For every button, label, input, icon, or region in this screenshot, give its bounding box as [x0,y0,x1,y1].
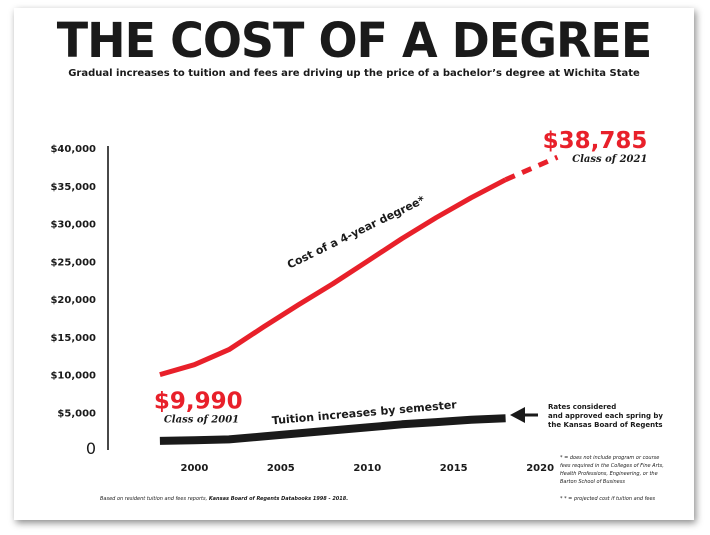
arrow-note-line-2: and approved each spring by [548,412,663,420]
arrow-note-line-1: Rates considered [548,403,616,411]
footnote-1-line-1: * = does not include program or course [560,455,659,461]
y-tick-label: $30,000 [50,220,96,231]
x-tick-labels: 2000 2005 2010 2015 2020 [181,463,555,474]
x-tick-label: 2005 [267,463,295,474]
start-class-label: Class of 2001 [164,415,239,426]
footnote-1: * = does not include program or course f… [560,455,664,485]
footnote-1-line-3: Health Professions, Engineering, or the [560,471,658,477]
page-subtitle: Gradual increases to tuition and fees ar… [68,68,640,79]
series-layer [159,154,559,445]
y-tick-label: $40,000 [50,144,96,155]
source-note: Based on resident tuition and fees repor… [100,496,348,502]
y-tick-label: $35,000 [50,182,96,193]
end-value-label: $38,785 [543,128,648,154]
series-line-1 [504,154,559,182]
source-prefix: Based on resident tuition and fees repor… [100,496,209,502]
footnote-1-line-4: Barton School of Business [560,479,625,485]
start-value-label: $9,990 [154,389,243,415]
source-bold: Kansas Board of Regents Databooks 1998 -… [209,496,348,502]
end-class-label: Class of 2021 [572,154,647,165]
x-tick-label: 2010 [353,463,381,474]
y-tick-label: $25,000 [50,257,96,268]
y-tick-label: $20,000 [50,295,96,306]
y-tick-label: $10,000 [50,371,96,382]
footnote-2: * * = projected cost if tuition and fees [560,496,656,502]
x-tick-label: 2020 [526,463,554,474]
y-tick-labels: 0 $5,000 $10,000 $15,000 $20,000 $25,000 $30,0… [50,144,96,458]
series-line-0 [159,177,507,378]
x-tick-label: 2015 [440,463,468,474]
arrow-note-line-3: the Kansas Board of Regents [548,421,663,429]
infographic-frame: THE COST OF A DEGREE Gradual increases t… [14,8,694,520]
y-tick-label: $15,000 [50,333,96,344]
y-tick-label: 0 [86,439,96,458]
page-title: THE COST OF A DEGREE [56,11,653,69]
y-tick-label: $5,000 [57,408,96,419]
series-line-2 [159,414,506,445]
x-tick-label: 2000 [181,463,209,474]
arrow-icon [510,407,538,423]
degree-cost-series-label: Cost of a 4-year degree* [285,193,427,271]
footnote-1-line-2: fees required in the Colleges of Fine Ar… [560,463,664,469]
